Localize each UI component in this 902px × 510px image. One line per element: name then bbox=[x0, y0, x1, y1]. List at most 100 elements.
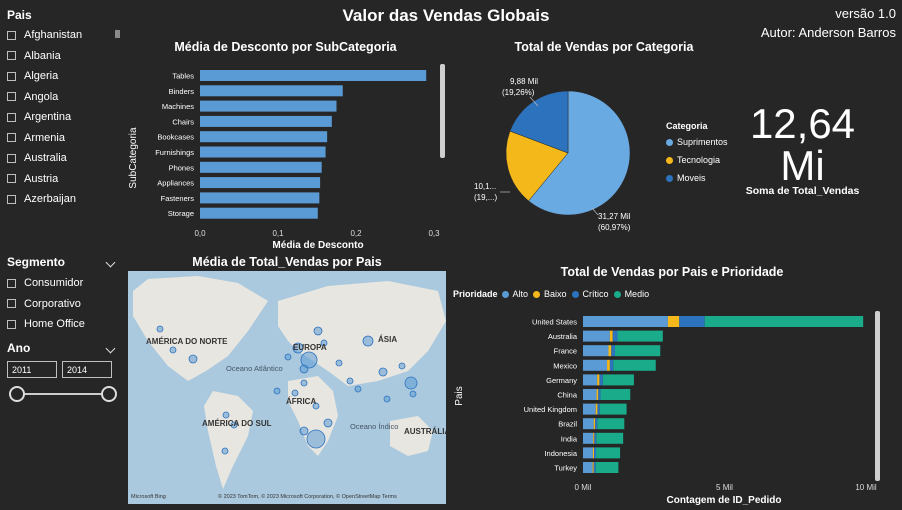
discount-bar[interactable] bbox=[200, 115, 332, 127]
world-map[interactable]: AMÉRICA DO NORTE EUROPA ÁSIA Oceano Atlâ… bbox=[128, 271, 446, 504]
discount-bar[interactable] bbox=[200, 131, 328, 143]
checkbox[interactable] bbox=[7, 51, 16, 61]
map-bubble[interactable] bbox=[291, 389, 299, 397]
stacked-bar-segment-alto[interactable] bbox=[583, 462, 593, 473]
checkbox[interactable] bbox=[7, 299, 16, 309]
discount-chart-scrollbar[interactable] bbox=[440, 64, 445, 158]
map-attribution[interactable]: © 2023 TomTom, © 2023 Microsoft Corporat… bbox=[218, 493, 397, 500]
stacked-bar-segment-baixo[interactable] bbox=[608, 345, 612, 357]
discount-bar[interactable] bbox=[200, 146, 326, 158]
stacked-bar-segment-crítico[interactable] bbox=[597, 403, 600, 415]
checkbox[interactable] bbox=[7, 92, 16, 102]
checkbox[interactable] bbox=[7, 30, 16, 40]
checkbox[interactable] bbox=[7, 112, 16, 122]
map-bubble[interactable] bbox=[354, 385, 362, 393]
slider-handle-start[interactable] bbox=[9, 386, 25, 402]
stacked-bar-segment-baixo[interactable] bbox=[593, 432, 595, 444]
map-bubble[interactable] bbox=[362, 335, 374, 347]
stacked-bar-segment-baixo[interactable] bbox=[596, 389, 599, 400]
map-bubble[interactable] bbox=[156, 325, 164, 333]
legend-medio[interactable]: Medio bbox=[624, 289, 650, 299]
stacked-bar-segment-alto[interactable] bbox=[583, 359, 608, 371]
discount-bar[interactable] bbox=[200, 161, 322, 173]
legend-tecnologia[interactable]: Tecnologia bbox=[666, 151, 728, 169]
stacked-bar-segment-alto[interactable] bbox=[583, 374, 598, 386]
map-bubble[interactable] bbox=[299, 364, 309, 374]
stacked-bar-segment-medio[interactable] bbox=[596, 447, 621, 459]
stacked-bar-segment-alto[interactable] bbox=[583, 345, 609, 357]
discount-bar[interactable] bbox=[200, 85, 343, 97]
map-bubble[interactable] bbox=[222, 411, 230, 419]
pie-slice-moveis[interactable] bbox=[509, 90, 569, 154]
stacked-bar-segment-baixo[interactable] bbox=[667, 316, 680, 327]
stacked-bar-segment-crítico[interactable] bbox=[609, 359, 614, 371]
country-option[interactable]: Afghanistan bbox=[7, 25, 122, 46]
country-option[interactable]: Angola bbox=[7, 87, 122, 108]
stacked-bar-segment-crítico[interactable] bbox=[599, 374, 603, 386]
stacked-bar-segment-alto[interactable] bbox=[583, 432, 594, 444]
map-bubble[interactable] bbox=[299, 426, 309, 436]
legend-alto[interactable]: Alto bbox=[512, 289, 529, 299]
map-bubble[interactable] bbox=[230, 421, 238, 429]
stacked-bar-segment-alto[interactable] bbox=[583, 403, 596, 415]
stacked-bar-segment-alto[interactable] bbox=[583, 316, 668, 327]
map-bubble[interactable] bbox=[300, 379, 308, 387]
stacked-bar-segment-crítico[interactable] bbox=[593, 462, 596, 473]
stacked-bar-segment-crítico[interactable] bbox=[595, 418, 598, 430]
stacked-bar-segment-baixo[interactable] bbox=[607, 359, 610, 371]
country-option[interactable]: Austria bbox=[7, 169, 122, 190]
chevron-down-icon[interactable] bbox=[105, 343, 116, 353]
map-bubble[interactable] bbox=[383, 395, 391, 403]
stacked-bar-segment-alto[interactable] bbox=[583, 447, 593, 459]
segment-option[interactable]: Home Office bbox=[7, 314, 119, 335]
country-option[interactable]: Australia bbox=[7, 148, 122, 169]
stacked-bar-segment-medio[interactable] bbox=[617, 330, 663, 342]
map-bubble[interactable] bbox=[378, 367, 388, 377]
stacked-bar-segment-crítico[interactable] bbox=[612, 330, 618, 342]
segment-option[interactable]: Corporativo bbox=[7, 294, 119, 315]
map-bubble[interactable] bbox=[404, 376, 418, 390]
checkbox[interactable] bbox=[7, 71, 16, 81]
stacked-bar-segment-crítico[interactable] bbox=[594, 432, 597, 444]
country-option[interactable]: Azerbaijan bbox=[7, 189, 122, 210]
map-bubble[interactable] bbox=[398, 362, 406, 370]
year-from-input[interactable]: 2011 bbox=[7, 361, 57, 378]
checkbox[interactable] bbox=[7, 319, 16, 329]
chevron-down-icon[interactable] bbox=[105, 257, 116, 267]
stacked-bar-segment-crítico[interactable] bbox=[611, 345, 615, 357]
stacked-bar-segment-baixo[interactable] bbox=[592, 447, 595, 459]
map-bubble[interactable] bbox=[306, 429, 326, 449]
stacked-bar-segment-alto[interactable] bbox=[583, 330, 610, 342]
map-bubble[interactable] bbox=[320, 339, 328, 347]
discount-bar[interactable] bbox=[200, 70, 427, 81]
stacked-bar-segment-medio[interactable] bbox=[613, 359, 656, 371]
pie-slice-suprimentos[interactable] bbox=[528, 90, 631, 216]
checkbox[interactable] bbox=[7, 278, 16, 288]
stacked-bar-segment-baixo[interactable] bbox=[609, 330, 613, 342]
stacked-bar-segment-medio[interactable] bbox=[599, 403, 627, 415]
map-bubble[interactable] bbox=[273, 387, 281, 395]
map-bubble[interactable] bbox=[312, 402, 320, 410]
checkbox[interactable] bbox=[7, 153, 16, 163]
country-option[interactable]: Albania bbox=[7, 46, 122, 67]
map-bubble[interactable] bbox=[221, 447, 229, 455]
discount-bar[interactable] bbox=[200, 177, 321, 189]
map-bubble[interactable] bbox=[169, 346, 177, 354]
checkbox[interactable] bbox=[7, 174, 16, 184]
stacked-bar-segment-alto[interactable] bbox=[583, 418, 594, 430]
checkbox[interactable] bbox=[7, 133, 16, 143]
stacked-bar-segment-baixo[interactable] bbox=[593, 418, 596, 430]
discount-bar[interactable] bbox=[200, 192, 320, 204]
discount-bar[interactable] bbox=[200, 207, 318, 219]
stacked-bar-segment-medio[interactable] bbox=[595, 462, 619, 473]
stacked-bar-segment-medio[interactable] bbox=[704, 316, 864, 327]
stacked-bar-segment-alto[interactable] bbox=[583, 389, 597, 400]
country-option[interactable]: Argentina bbox=[7, 107, 122, 128]
priority-chart-scrollbar[interactable] bbox=[875, 311, 880, 481]
map-bubble[interactable] bbox=[300, 351, 318, 369]
map-bubble[interactable] bbox=[346, 377, 354, 385]
legend-critico[interactable]: Crítico bbox=[582, 289, 609, 299]
country-option[interactable]: Armenia bbox=[7, 128, 122, 149]
legend-baixo[interactable]: Baixo bbox=[544, 289, 567, 299]
stacked-bar-segment-medio[interactable] bbox=[602, 374, 634, 386]
